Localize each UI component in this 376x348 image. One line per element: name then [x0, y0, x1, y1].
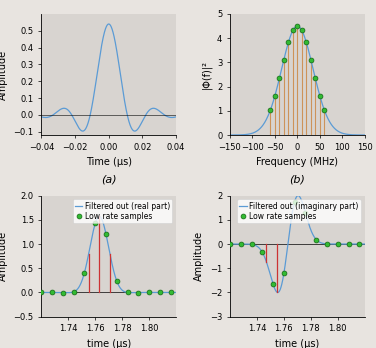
Low rate samples	[260, 250, 265, 254]
Filtered out (imaginary part)	[291, 205, 296, 209]
Filtered out (imaginary part)	[282, 268, 287, 272]
Line: Filtered out (imaginary part): Filtered out (imaginary part)	[217, 196, 376, 292]
Low rate samples	[314, 237, 318, 242]
Filtered out (real part)	[95, 216, 99, 221]
Low rate samples	[238, 242, 243, 246]
Low rate samples	[346, 242, 351, 246]
Low rate samples	[158, 290, 162, 294]
Low rate samples	[168, 290, 173, 294]
X-axis label: Time (μs): Time (μs)	[86, 157, 132, 167]
Low rate samples	[335, 242, 340, 246]
Filtered out (imaginary part)	[363, 242, 367, 246]
Filtered out (imaginary part)	[332, 242, 336, 246]
Filtered out (imaginary part)	[284, 259, 288, 263]
Low rate samples	[136, 291, 141, 295]
X-axis label: time (μs): time (μs)	[86, 339, 131, 348]
Filtered out (imaginary part)	[296, 193, 300, 198]
Low rate samples	[115, 279, 119, 283]
Filtered out (imaginary part)	[214, 242, 219, 246]
Low rate samples	[39, 290, 44, 294]
Filtered out (imaginary part)	[276, 290, 280, 294]
Low rate samples	[50, 290, 55, 294]
Line: Low rate samples: Low rate samples	[39, 221, 173, 295]
Filtered out (real part)	[103, 227, 107, 231]
Low rate samples	[104, 232, 108, 236]
Y-axis label: |Φ(f)|²: |Φ(f)|²	[201, 60, 211, 89]
Y-axis label: Amplitude: Amplitude	[194, 231, 205, 281]
Low rate samples	[249, 242, 254, 246]
Filtered out (real part)	[182, 290, 187, 294]
Filtered out (real part)	[187, 290, 192, 294]
Low rate samples	[228, 242, 232, 246]
Filtered out (real part)	[174, 290, 179, 294]
Low rate samples	[293, 199, 297, 204]
X-axis label: Frequency (MHz): Frequency (MHz)	[256, 157, 338, 167]
Low rate samples	[71, 290, 76, 294]
Text: (a): (a)	[101, 175, 117, 185]
Filtered out (real part)	[26, 290, 30, 294]
X-axis label: time (μs): time (μs)	[275, 339, 320, 348]
Text: (b): (b)	[290, 175, 305, 185]
Filtered out (imaginary part)	[371, 242, 376, 246]
Line: Filtered out (real part): Filtered out (real part)	[28, 216, 190, 293]
Legend: Filtered out (imaginary part), Low rate samples: Filtered out (imaginary part), Low rate …	[237, 199, 361, 223]
Low rate samples	[357, 242, 362, 246]
Low rate samples	[82, 270, 87, 275]
Filtered out (real part)	[143, 290, 148, 294]
Low rate samples	[147, 290, 152, 294]
Low rate samples	[61, 291, 65, 295]
Filtered out (real part)	[129, 291, 133, 295]
Y-axis label: Amplitude: Amplitude	[0, 49, 8, 100]
Filtered out (real part)	[97, 214, 102, 219]
Y-axis label: Amplitude: Amplitude	[0, 231, 8, 281]
Low rate samples	[303, 211, 308, 215]
Low rate samples	[325, 242, 329, 246]
Low rate samples	[125, 290, 130, 294]
Low rate samples	[271, 282, 275, 286]
Line: Low rate samples: Low rate samples	[227, 199, 362, 287]
Filtered out (real part)	[94, 220, 98, 224]
Legend: Filtered out (real part), Low rate samples: Filtered out (real part), Low rate sampl…	[73, 199, 172, 223]
Low rate samples	[93, 221, 97, 226]
Low rate samples	[282, 271, 286, 275]
